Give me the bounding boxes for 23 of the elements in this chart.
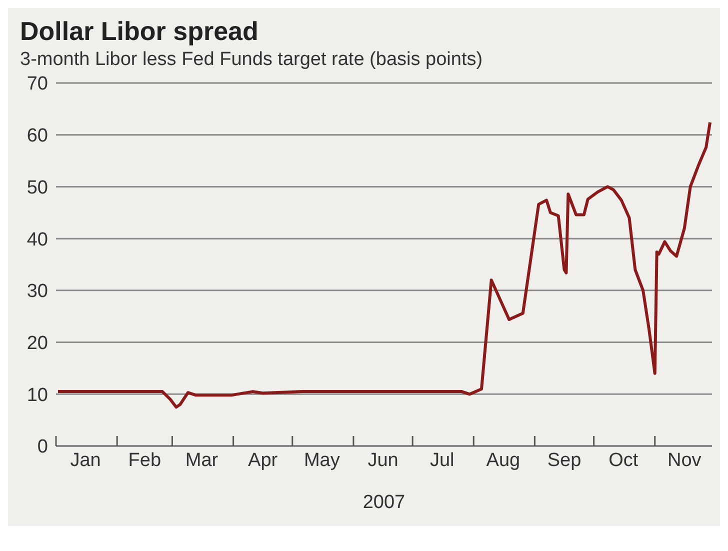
line-series: [56, 120, 712, 409]
chart-title: Dollar Libor spread: [19, 16, 260, 47]
x-tick-label: Jun: [368, 450, 398, 471]
x-tick-label: Sep: [547, 450, 582, 471]
y-tick-label: 20: [26, 333, 48, 354]
x-tick-label: Oct: [608, 450, 639, 471]
x-tick-label: May: [304, 450, 340, 471]
x-axis-title: 2007: [362, 492, 406, 513]
y-tick-label: 70: [26, 74, 48, 95]
y-tick-label: 40: [26, 229, 48, 250]
y-tick-label: 50: [26, 177, 48, 198]
chart-subtitle: 3-month Libor less Fed Funds target rate (basis points): [19, 49, 484, 71]
y-tick-label: 10: [26, 384, 48, 406]
x-tick-label: Aug: [486, 450, 520, 471]
x-tick-label: Feb: [128, 450, 162, 471]
x-tick-label: Apr: [248, 450, 278, 471]
x-tick-label: Nov: [668, 450, 702, 471]
x-tick-label: Mar: [185, 450, 219, 471]
x-tick-label: Jul: [430, 450, 454, 471]
x-tick-label: Jan: [70, 450, 101, 471]
y-tick-label: 30: [26, 281, 48, 302]
y-tick-label: 60: [26, 126, 48, 147]
y-tick-label: 0: [37, 436, 48, 458]
